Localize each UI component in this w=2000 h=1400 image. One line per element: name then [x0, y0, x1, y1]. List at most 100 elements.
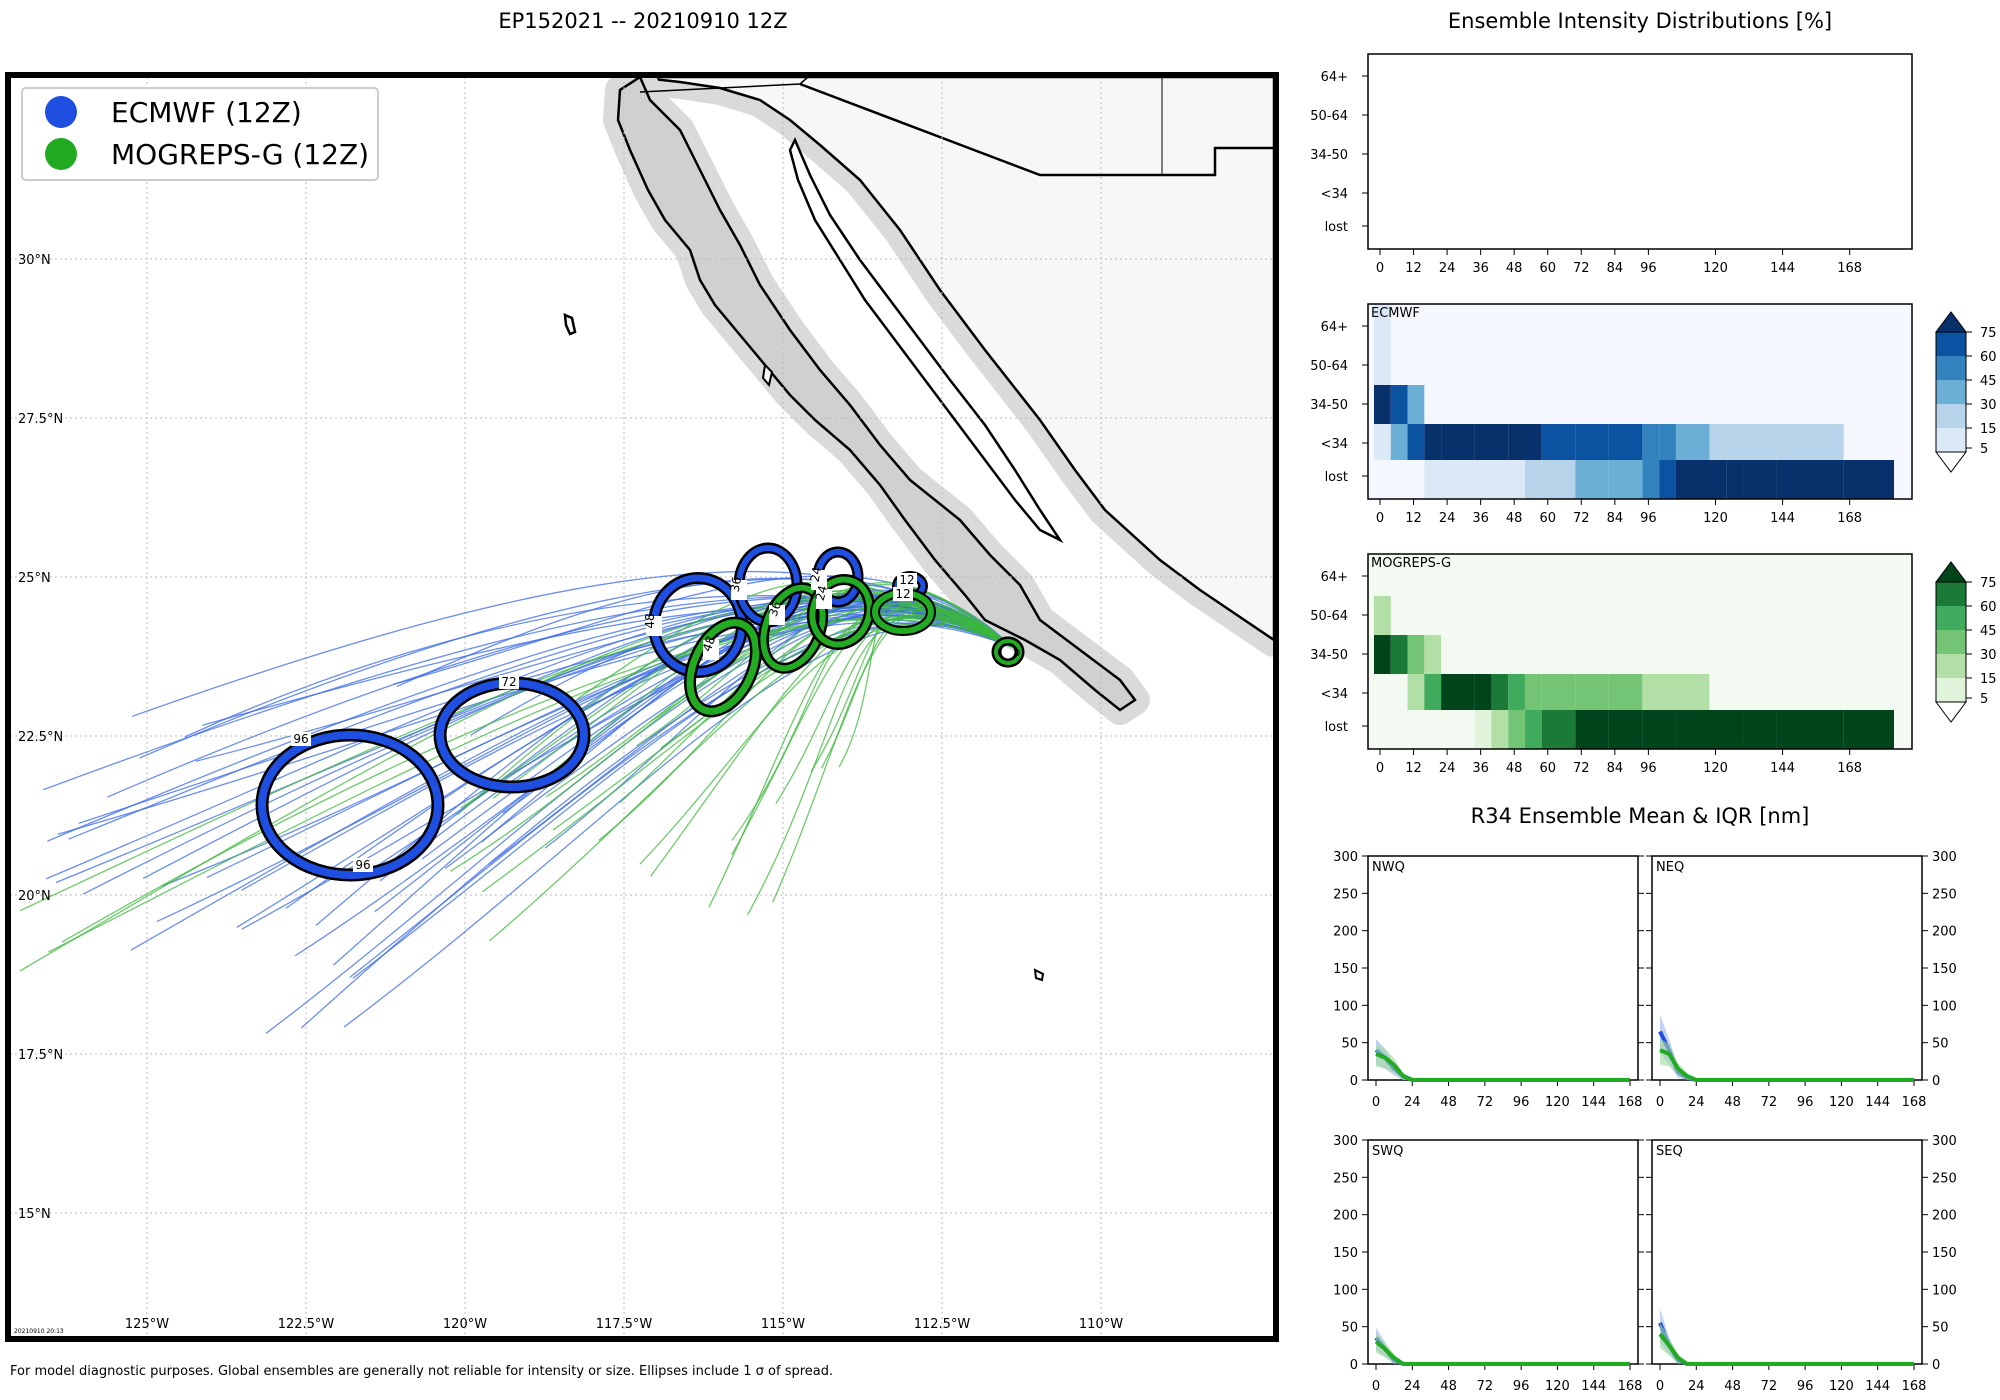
lon-label-122-5w: 122.5°W — [278, 1317, 335, 1332]
r34-x-tick-label: 24 — [1688, 1379, 1705, 1394]
heatmap-cell — [1474, 674, 1492, 710]
legend-ecmwf-label: ECMWF (12Z) — [111, 96, 302, 129]
legend-ecmwf-marker — [45, 96, 77, 128]
lon-label-112-5w: 112.5°W — [914, 1317, 971, 1332]
svg-text:36: 36 — [766, 599, 784, 618]
lon-tick-labels: 125°W 122.5°W 120°W 117.5°W 115°W 112.5°… — [125, 1317, 1123, 1332]
r34-x-tick-label: 144 — [1865, 1095, 1890, 1110]
r34-y-tick-label: 50 — [1932, 1321, 1949, 1336]
heatmap-cell — [1374, 385, 1391, 424]
heatmap-cell — [1374, 596, 1391, 635]
heatmap-cell — [1675, 460, 1710, 499]
heatmap-cell — [1374, 304, 1391, 346]
r34-y-tick-label: 250 — [1333, 1171, 1358, 1186]
r34-y-tick-label: 200 — [1333, 1209, 1358, 1224]
heatmap-cell — [1407, 635, 1425, 674]
r34-x-tick-label: 48 — [1724, 1379, 1741, 1394]
r34-y-tick-label: 100 — [1333, 1283, 1358, 1298]
r34-y-tick-label: 300 — [1333, 850, 1358, 865]
timestamp-stamp: 20210910 20:13 — [14, 1328, 64, 1335]
intensity-category-label: 50-64 — [1310, 359, 1348, 374]
r34-y-tick-label: 300 — [1932, 1134, 1957, 1149]
hour-tick-label: 24 — [1439, 511, 1456, 526]
heatmap-cell — [1508, 424, 1525, 460]
lon-label-115w: 115°W — [761, 1317, 805, 1332]
intensity-panel-combined: 64+ 50-64 34-50 <34 lost 0 12 24 36 48 60 72 84 96 12… — [1310, 53, 1913, 276]
lat-label-30n: 30°N — [18, 253, 51, 268]
heatmap-cell — [1424, 424, 1442, 460]
hour-tick-label: 144 — [1770, 511, 1795, 526]
r34-y-tick-label: 200 — [1932, 1209, 1957, 1224]
mogreps-label-36: 36 — [766, 599, 785, 625]
r34-x-tick-label: 120 — [1545, 1379, 1570, 1394]
hour-tick-label: 168 — [1837, 511, 1862, 526]
r34-panel-neq: NEQ 300 250 200 150 100 50 0 0 24 48 72 96 120 144 168 — [1646, 850, 1957, 1110]
r34-x-tick-label: 48 — [1440, 1379, 1457, 1394]
member-track — [650, 582, 1013, 722]
footer-note: For model diagnostic purposes. Global en… — [10, 1364, 833, 1379]
heatmap-cell — [1407, 674, 1425, 710]
hour-tick-label: 168 — [1837, 261, 1862, 276]
lat-label-17-5n: 17.5°N — [18, 1048, 63, 1063]
r34-y-tick-label: 50 — [1341, 1321, 1358, 1336]
heatmap-cell — [1726, 460, 1744, 499]
mogreps-label-0: 0 — [1014, 648, 1020, 659]
legend-box — [21, 87, 379, 181]
r34-panel-nwq: NWQ 300 250 200 150 100 50 00 24 48 72 96 120 144 168 — [1333, 850, 1644, 1110]
r34-y-tick-label: 250 — [1932, 1171, 1957, 1186]
ecmwf-label-24: 24 — [808, 566, 827, 590]
lon-label-125w: 125°W — [125, 1317, 169, 1332]
hour-tick-label: 96 — [1640, 761, 1657, 776]
heatmap-cell — [1508, 460, 1525, 499]
r34-x-tick-label: 72 — [1761, 1379, 1778, 1394]
intensity-panel-mogreps: MOGREPS-G 64+ 50-64 34-50 <34 lost 0 12 24 36 48… — [1310, 553, 1997, 776]
ecmwf-colorbar: 75 60 45 30 15 5 — [1935, 311, 1997, 473]
ellipse-hour-labels: 96 96 72 48 36 24 12 48 36 24 12 0 — [291, 566, 1020, 872]
r34-x-tick-label: 48 — [1440, 1095, 1457, 1110]
ecmwf-label-36: 36 — [728, 576, 747, 600]
r34-x-tick-label: 96 — [1797, 1095, 1814, 1110]
intensity-category-label: 50-64 — [1310, 609, 1348, 624]
heatmap-cell — [1659, 460, 1676, 499]
r34-mean-line — [1375, 1052, 1630, 1082]
heatmap-cell — [1424, 635, 1442, 674]
r34-y-tick-label: 150 — [1932, 1246, 1957, 1261]
r34-y-tick-label: 150 — [1333, 962, 1358, 977]
island-socorro — [1033, 968, 1045, 982]
svg-text:72: 72 — [501, 675, 516, 689]
member-track — [545, 598, 1013, 798]
lat-label-15n: 15°N — [18, 1207, 51, 1222]
hour-tick-label: 72 — [1573, 511, 1590, 526]
heatmap-cell — [1374, 424, 1391, 460]
intensity-title: Ensemble Intensity Distributions [%] — [1448, 9, 1832, 33]
intensity-panel-ecmwf: ECMWF 64+ 50-64 34-50 <34 lost 0 12 24 36 48 60 72… — [1310, 303, 1997, 526]
colorbar-tick-label: 75 — [1980, 326, 1997, 341]
hour-tick-label: 0 — [1376, 511, 1384, 526]
heatmap-cell — [1608, 674, 1643, 710]
member-track — [19, 604, 1013, 912]
heatmap-cell — [1642, 460, 1660, 499]
heatmap-cell — [1441, 424, 1475, 460]
heatmap-cell — [1541, 460, 1576, 499]
r34-y-tick-label: 250 — [1932, 887, 1957, 902]
intensity-category-label: lost — [1325, 470, 1348, 485]
heatmap-cell — [1642, 710, 1676, 749]
heatmap-cell — [1726, 424, 1744, 460]
mogreps-ellipses — [684, 574, 1025, 718]
lat-label-22-5n: 22.5°N — [18, 730, 63, 745]
r34-x-tick-label: 24 — [1404, 1095, 1421, 1110]
member-track — [47, 618, 1013, 953]
heatmap-cell — [1675, 424, 1710, 460]
heatmap-cell — [1390, 385, 1408, 424]
colorbar-tick-label: 5 — [1980, 692, 1988, 707]
hour-tick-label: 84 — [1607, 511, 1624, 526]
r34-mean-line — [1658, 1332, 1914, 1366]
heatmap-cell — [1608, 710, 1643, 749]
hour-tick-label: 168 — [1837, 761, 1862, 776]
mogreps-label-48: 48 — [700, 634, 719, 660]
heatmap-cell — [1524, 674, 1542, 710]
lon-label-117-5w: 117.5°W — [596, 1317, 653, 1332]
heatmap-cell — [1743, 460, 1777, 499]
heatmap-cell — [1709, 710, 1744, 749]
